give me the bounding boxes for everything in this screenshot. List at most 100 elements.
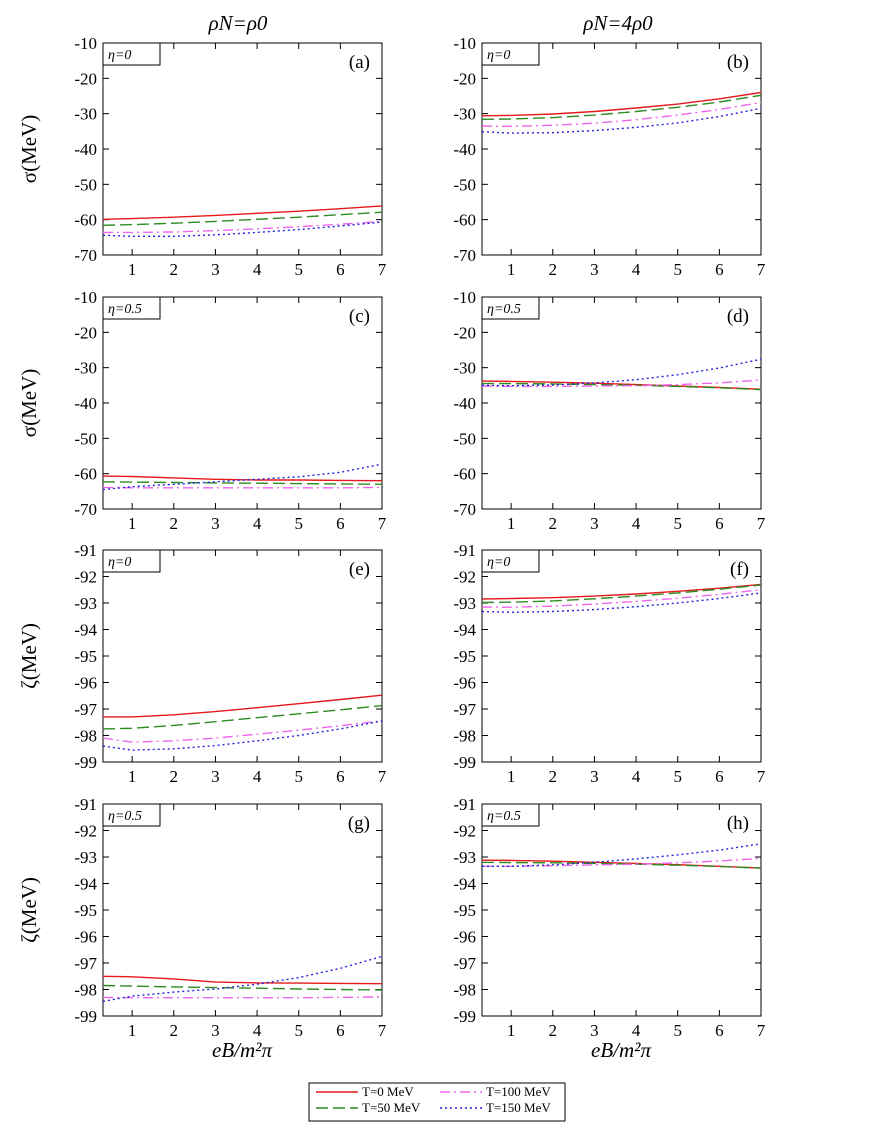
y-tick-label: -93 [453, 848, 476, 867]
x-tick-label: 7 [757, 767, 766, 786]
eta-label: η=0.5 [108, 809, 142, 824]
eta-label-box [481, 296, 540, 320]
x-tick-label: 2 [170, 514, 179, 533]
x-tick-label: 7 [378, 1021, 387, 1040]
x-axis-label: eB/m²π [591, 1038, 651, 1062]
series-line [482, 861, 761, 869]
legend-label: T=100 MeV [486, 1084, 551, 1099]
panel-label: (f) [730, 559, 749, 580]
legend-box [308, 1082, 566, 1122]
y-tick-label: -70 [453, 246, 476, 265]
series-line [103, 955, 382, 1003]
y-tick-label: -97 [453, 700, 476, 719]
legend-label: T=50 MeV [362, 1100, 421, 1115]
y-tick-label: -99 [74, 1007, 97, 1026]
x-tick-label: 1 [128, 514, 137, 533]
x-tick-label: 1 [507, 260, 516, 279]
x-tick-label: 1 [128, 767, 137, 786]
eta-label-box [481, 549, 540, 573]
x-tick-label: 5 [294, 514, 303, 533]
x-tick-label: 6 [715, 1021, 724, 1040]
x-tick-label: 5 [673, 514, 682, 533]
y-axis-label: ζ(MeV) [17, 623, 41, 689]
chart-panel: -91 -92 -93 -94 -95 -96 -97 -98 -99 1 2 3 4 5 6 7 η=0 (f) [453, 541, 765, 786]
y-tick-label: -97 [74, 954, 97, 973]
y-tick-label: -20 [453, 323, 476, 342]
x-tick-label: 7 [378, 514, 387, 533]
eta-label: η=0.5 [487, 302, 521, 317]
x-tick-label: 6 [336, 1021, 345, 1040]
y-tick-label: -94 [74, 621, 97, 640]
y-tick-label: -10 [74, 34, 97, 53]
series-group [482, 583, 761, 614]
x-tick-label: 7 [378, 767, 387, 786]
series-line [482, 107, 761, 134]
panel-label: (e) [349, 559, 370, 580]
x-tick-label: 6 [715, 767, 724, 786]
series-line [103, 221, 382, 238]
series-group [103, 463, 382, 491]
y-tick-label: -40 [453, 140, 476, 159]
x-tick-label: 7 [757, 514, 766, 533]
series-group [103, 694, 382, 751]
series-line [103, 481, 382, 485]
series-line [103, 720, 382, 743]
y-tick-label: -92 [74, 822, 97, 841]
y-tick-label: -99 [453, 753, 476, 772]
series-line [103, 463, 382, 491]
y-tick-label: -93 [74, 594, 97, 613]
eta-label-box [481, 42, 540, 66]
series-line [482, 583, 761, 600]
series-line [103, 984, 382, 991]
y-tick-label: -95 [453, 901, 476, 920]
y-tick-label: -98 [453, 727, 476, 746]
y-tick-label: -91 [453, 541, 476, 560]
panel-label: (h) [727, 813, 749, 834]
x-tick-label: 4 [632, 767, 641, 786]
y-tick-label: -60 [74, 465, 97, 484]
y-tick-label: -98 [453, 981, 476, 1000]
x-tick-label: 2 [549, 767, 558, 786]
x-tick-label: 7 [757, 260, 766, 279]
eta-label: η=0.5 [487, 809, 521, 824]
x-tick-label: 5 [294, 767, 303, 786]
plot-frame [481, 549, 762, 763]
series-line [482, 94, 761, 120]
x-tick-label: 6 [715, 514, 724, 533]
y-tick-label: -97 [453, 954, 476, 973]
plot-frame [481, 42, 762, 256]
y-tick-label: -95 [453, 647, 476, 666]
x-tick-label: 1 [128, 260, 137, 279]
y-tick-label: -10 [453, 34, 476, 53]
y-axis-label: ζ(MeV) [17, 877, 41, 943]
y-tick-label: -30 [74, 105, 97, 124]
series-group [482, 358, 761, 391]
x-tick-label: 5 [294, 1021, 303, 1040]
eta-label: η=0 [487, 555, 510, 570]
y-tick-label: -97 [74, 700, 97, 719]
y-tick-label: -10 [74, 288, 97, 307]
y-tick-label: -98 [74, 727, 97, 746]
y-tick-label: -20 [74, 69, 97, 88]
column-title: ρN=ρ0 [208, 11, 268, 35]
x-tick-label: 3 [590, 260, 599, 279]
series-group [482, 91, 761, 134]
x-tick-label: 3 [211, 767, 220, 786]
chart-panel: -91 -92 -93 -94 -95 -96 -97 -98 -99 1 2 3 4 5 6 7 η=0.5 (… [17, 795, 387, 1040]
column-title: ρN=4ρ0 [582, 11, 653, 35]
y-tick-label: -95 [74, 647, 97, 666]
series-line [103, 694, 382, 718]
x-tick-label: 2 [549, 1021, 558, 1040]
y-tick-label: -94 [453, 621, 476, 640]
series-line [103, 211, 382, 226]
panel-label: (a) [349, 52, 370, 73]
x-tick-label: 2 [170, 767, 179, 786]
plot-frame [481, 296, 762, 510]
series-line [103, 475, 382, 482]
x-tick-label: 6 [715, 260, 724, 279]
y-tick-label: -50 [453, 429, 476, 448]
x-tick-label: 4 [632, 514, 641, 533]
x-tick-label: 5 [673, 767, 682, 786]
panel-label: (g) [348, 813, 370, 834]
